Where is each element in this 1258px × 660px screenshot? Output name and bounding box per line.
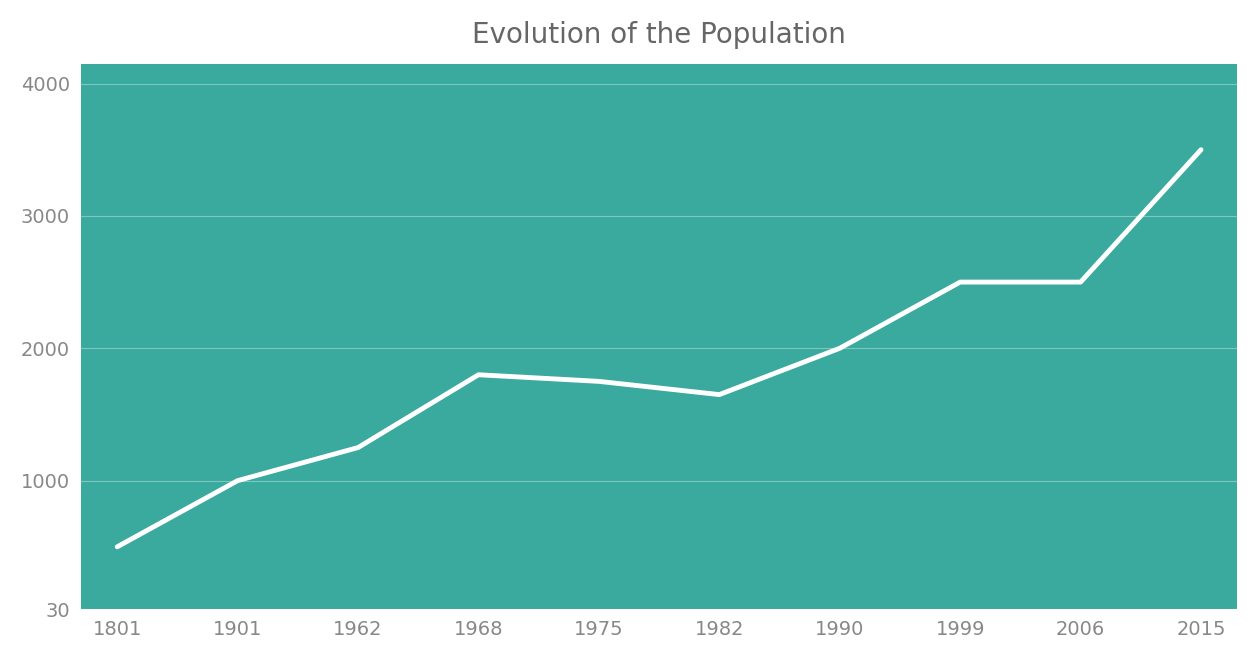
Title: Evolution of the Population: Evolution of the Population [472,21,847,49]
